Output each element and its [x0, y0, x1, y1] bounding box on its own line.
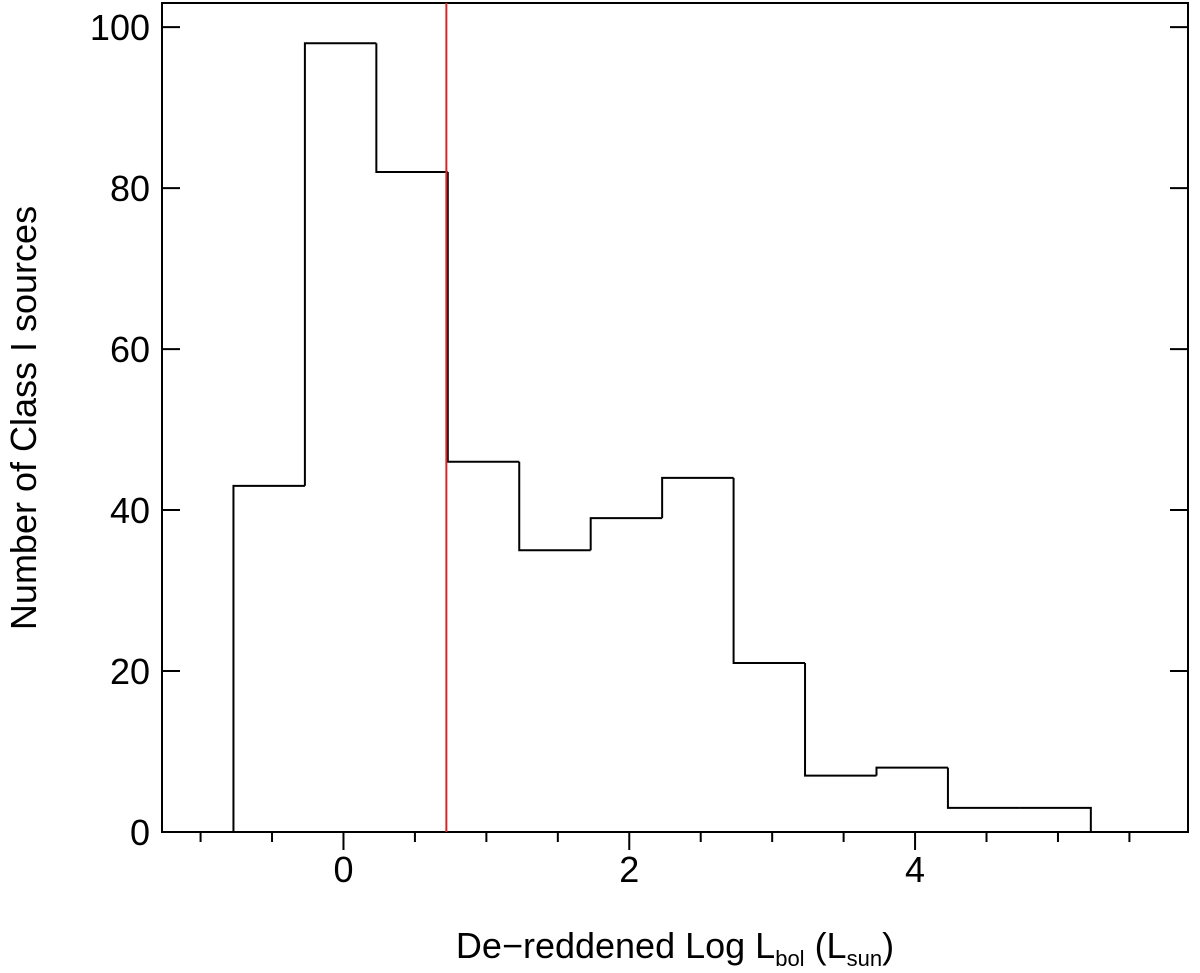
histogram-bin [732, 477, 806, 664]
y-tick-label: 20 [110, 651, 150, 692]
histogram-bin [589, 517, 663, 551]
y-tick-label: 40 [110, 490, 150, 531]
histogram-bin [1019, 806, 1092, 832]
histogram-bin [375, 43, 448, 174]
y-tick-label: 80 [110, 168, 150, 209]
x-tick-label: 0 [333, 849, 353, 890]
histogram-bin [303, 42, 377, 486]
x-label-part: De−reddened Log L [456, 925, 775, 966]
x-label-part: (L [805, 925, 847, 966]
x-tick-label: 2 [619, 849, 639, 890]
x-tick-label: 4 [905, 849, 925, 890]
y-tick-label: 60 [110, 329, 150, 370]
plot-frame [161, 2, 1189, 833]
histogram-bin [946, 767, 1020, 809]
y-tick-label: 100 [90, 7, 150, 48]
histogram-bin [875, 766, 948, 776]
histogram-bin [661, 476, 734, 519]
x-label-part: sun [847, 946, 882, 968]
histogram-bin [232, 484, 305, 832]
x-axis-label: De−reddened Log Lbol (Lsun) [456, 925, 894, 968]
y-tick-label: 0 [130, 812, 150, 853]
x-label-part: ) [882, 925, 894, 966]
y-axis-label: Number of Class I sources [3, 206, 44, 630]
histogram-bin [804, 662, 877, 777]
histogram-bin [446, 172, 520, 463]
x-label-part: bol [775, 946, 804, 968]
histogram-bin [518, 461, 591, 552]
